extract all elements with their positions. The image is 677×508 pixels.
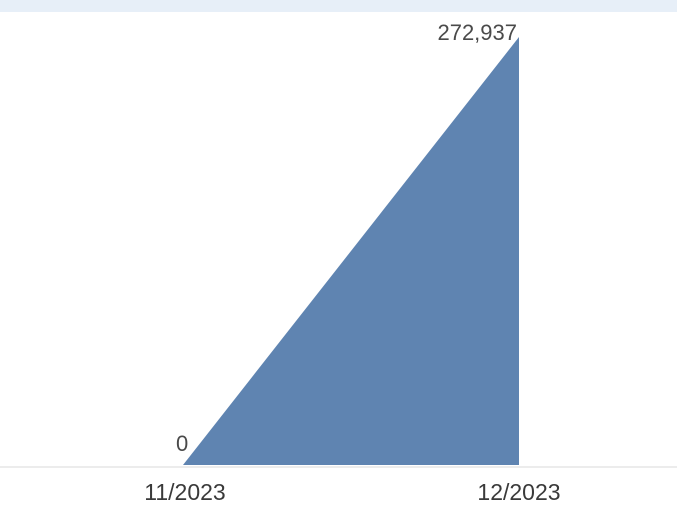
x-tick-label-2: 12/2023 bbox=[477, 479, 560, 505]
data-label-2: 272,937 bbox=[437, 20, 517, 45]
data-label-1: 0 bbox=[176, 431, 188, 456]
data-label-layer: 0 272,937 bbox=[176, 20, 517, 456]
chart-header-strip bbox=[0, 0, 677, 12]
x-tick-layer: 11/2023 12/2023 bbox=[144, 479, 560, 505]
area-series-fill bbox=[183, 37, 519, 465]
area-layer bbox=[183, 37, 519, 465]
x-tick-label-1: 11/2023 bbox=[144, 479, 225, 505]
